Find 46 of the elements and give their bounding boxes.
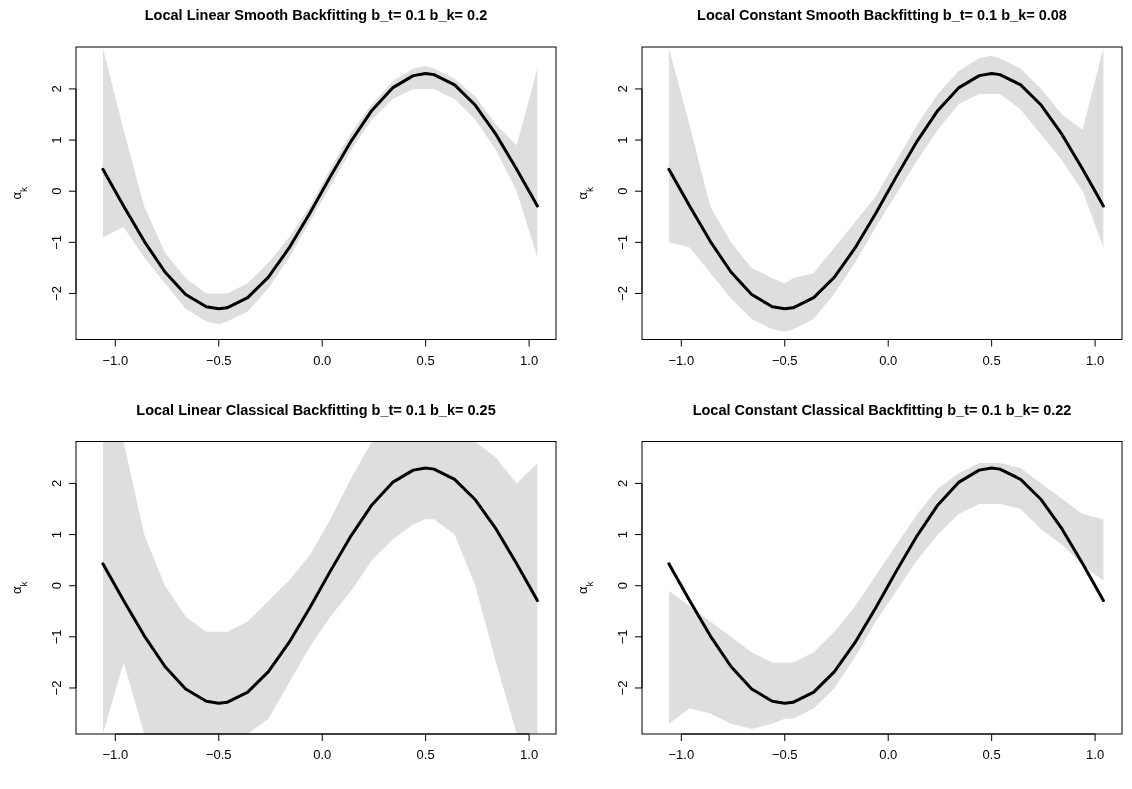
- y-tick-label: −1: [49, 629, 64, 645]
- y-tick-label: 0: [49, 582, 64, 590]
- y-tick-label: −2: [49, 286, 64, 301]
- x-tick-label: −1.0: [668, 747, 695, 762]
- y-tick-label: 1: [49, 530, 64, 539]
- y-tick-label: 0: [49, 187, 64, 195]
- y-tick-label: −2: [615, 286, 630, 301]
- chart-title: Local Constant Smooth Backfitting b_t= 0.1 b_k= 0.08: [697, 7, 1067, 23]
- x-tick-label: 1.0: [1086, 747, 1105, 762]
- x-tick-label: 1.0: [520, 352, 539, 368]
- y-tick-label: 2: [615, 85, 630, 93]
- y-tick-label: −2: [615, 680, 630, 696]
- chart-title: Local Linear Smooth Backfitting b_t= 0.1 b_k= 0.2: [144, 7, 488, 23]
- line-series: [667, 72, 1105, 311]
- x-tick-label: 0.0: [313, 747, 332, 762]
- y-tick-label: 0: [615, 187, 630, 195]
- x-tick-label: 1.0: [520, 747, 539, 762]
- y-tick-label: −2: [49, 680, 64, 696]
- x-tick-label: 0.5: [416, 352, 435, 368]
- y-tick-label: 2: [49, 479, 64, 488]
- x-tick-label: 0.0: [879, 747, 898, 762]
- chart-title: Local Constant Classical Backfitting b_t= 0.1 b_k= 0.22: [692, 401, 1072, 418]
- x-tick-label: 1.0: [1086, 352, 1105, 368]
- x-tick-label: 0.0: [879, 352, 898, 368]
- y-tick-label: −1: [615, 629, 630, 645]
- x-tick-label: 0.0: [313, 352, 332, 368]
- y-tick-label: 1: [49, 136, 64, 144]
- y-tick-label: 2: [49, 85, 64, 93]
- y-tick-label: 0: [615, 582, 630, 590]
- x-tick-label: −0.5: [205, 747, 232, 762]
- chart-title: Local Linear Classical Backfitting b_t= 0.1 b_k= 0.25: [136, 401, 496, 418]
- y-tick-label: 2: [615, 479, 630, 488]
- x-tick-label: −0.5: [771, 352, 798, 368]
- y-tick-label: 1: [615, 136, 630, 144]
- line-series: [101, 466, 539, 705]
- x-tick-label: 0.5: [982, 352, 1001, 368]
- x-tick-label: −1.0: [102, 352, 129, 368]
- y-tick-label: −1: [49, 234, 64, 250]
- x-tick-label: −1.0: [102, 747, 129, 762]
- x-tick-label: −0.5: [771, 747, 798, 762]
- x-tick-label: −0.5: [205, 352, 232, 368]
- y-tick-label: 1: [615, 530, 630, 539]
- x-tick-label: −1.0: [668, 352, 695, 368]
- x-tick-label: 0.5: [982, 747, 1001, 762]
- x-tick-label: 0.5: [416, 747, 435, 762]
- y-tick-label: −1: [615, 234, 630, 250]
